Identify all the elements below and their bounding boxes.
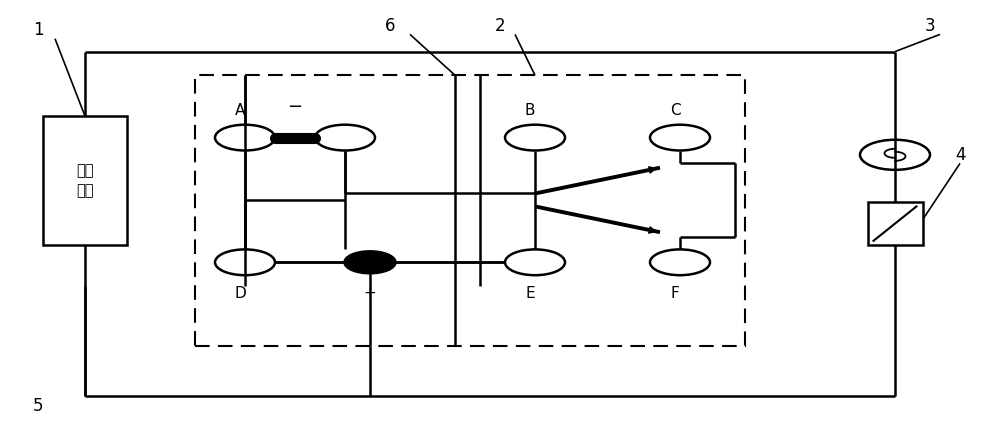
Text: −: − <box>287 98 303 116</box>
Text: +: + <box>364 286 376 301</box>
Circle shape <box>344 251 396 273</box>
Text: 2: 2 <box>495 17 505 35</box>
Text: A: A <box>235 103 245 118</box>
Bar <box>868 202 922 245</box>
Text: 激活
电源: 激活 电源 <box>76 163 94 198</box>
Text: 5: 5 <box>33 397 43 415</box>
Bar <box>42 116 128 245</box>
Text: B: B <box>525 103 535 118</box>
Text: E: E <box>525 286 535 301</box>
Text: 1: 1 <box>33 21 43 39</box>
Bar <box>195 75 745 346</box>
Text: 3: 3 <box>925 17 935 35</box>
Text: F: F <box>671 286 679 301</box>
Text: 4: 4 <box>955 146 965 164</box>
Text: 6: 6 <box>385 17 395 35</box>
Text: D: D <box>234 286 246 301</box>
Text: C: C <box>670 103 680 118</box>
